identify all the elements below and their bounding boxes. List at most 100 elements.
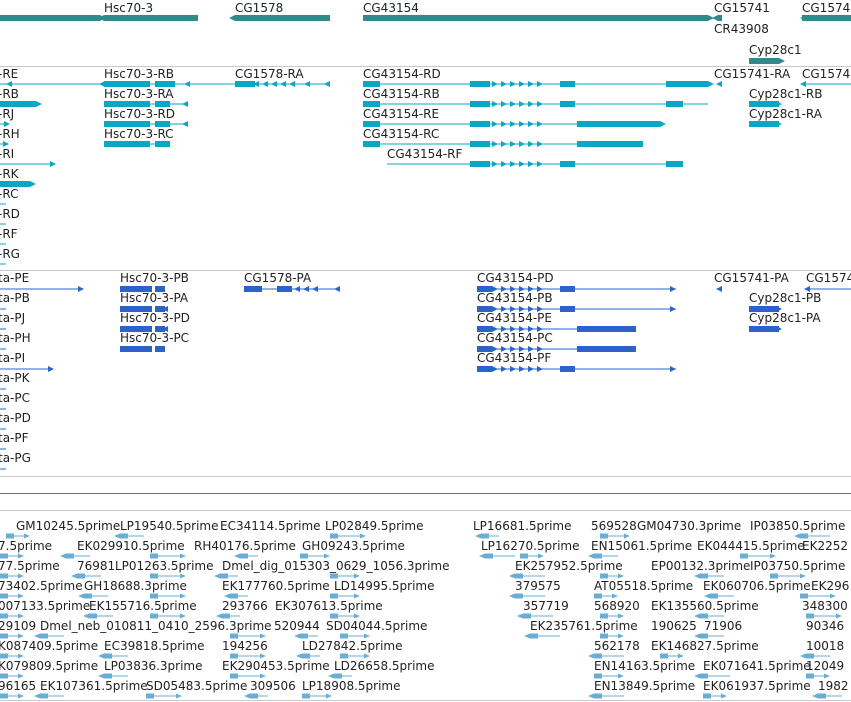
cds-label[interactable]: ta-PJ [0, 311, 26, 325]
est-label[interactable]: EK177760.5prime [222, 579, 330, 593]
feature-arrow-right[interactable] [670, 286, 676, 292]
feature-arrow-right[interactable] [758, 326, 764, 332]
est-label[interactable]: LP16681.5prime [473, 519, 572, 533]
feature-arrow-right[interactable] [492, 306, 498, 312]
feature-arrow-right[interactable] [492, 366, 498, 372]
feature-arrow-left[interactable] [60, 553, 66, 559]
transcript-label[interactable]: Cyp28c1-RB [749, 87, 823, 101]
feature-arrow-right[interactable] [501, 326, 507, 332]
feature-arrow-right[interactable] [678, 653, 684, 659]
feature-arrow-right[interactable] [3, 141, 9, 147]
feature-exon-block[interactable] [155, 306, 165, 312]
feature-arrow-right[interactable] [758, 101, 764, 107]
gene-label[interactable]: CR43908 [714, 22, 769, 36]
feature-arrow-right[interactable] [519, 81, 525, 87]
transcript-label[interactable]: -RF [0, 227, 18, 241]
cds-label[interactable]: ta-PC [0, 391, 31, 405]
feature-arrow-right[interactable] [30, 181, 36, 187]
feature-exon-block[interactable] [0, 653, 8, 659]
cds-label[interactable]: ta-PI [0, 351, 26, 365]
feature-exon-block[interactable] [0, 553, 8, 559]
feature-exon-block[interactable] [220, 573, 228, 579]
feature-arrow-right[interactable] [776, 306, 782, 312]
feature-exon-block[interactable] [485, 553, 493, 559]
feature-arrow-right[interactable] [767, 326, 773, 332]
feature-arrow-left[interactable] [114, 533, 120, 539]
feature-arrow-right[interactable] [18, 593, 24, 599]
feature-exon-block[interactable] [363, 15, 708, 21]
feature-exon-block[interactable] [120, 326, 152, 332]
feature-arrow-right[interactable] [501, 366, 507, 372]
feature-exon-block[interactable] [703, 693, 711, 699]
feature-exon-block[interactable] [277, 286, 292, 292]
feature-arrow-right[interactable] [364, 633, 370, 639]
feature-arrow-right[interactable] [180, 573, 186, 579]
feature-arrow-left[interactable] [144, 81, 150, 87]
feature-arrow-left[interactable] [34, 693, 40, 699]
est-label[interactable]: AT05518.5prime [594, 579, 694, 593]
est-label[interactable]: EK060706.5prime [703, 579, 811, 593]
feature-exon-block[interactable] [146, 693, 154, 699]
feature-exon-block[interactable] [302, 653, 310, 659]
feature-exon-block[interactable] [302, 693, 310, 699]
cds-label[interactable]: Hsc70-3-PA [120, 291, 189, 305]
feature-arrow-right[interactable] [670, 366, 676, 372]
est-label[interactable]: 90346 [806, 619, 845, 633]
feature-arrow-right[interactable] [501, 286, 507, 292]
feature-arrow-left[interactable] [135, 81, 141, 87]
cds-label[interactable]: CG15741-PA [714, 271, 789, 285]
cds-label[interactable]: ta-PF [0, 431, 29, 445]
feature-arrow-left[interactable] [694, 613, 700, 619]
feature-arrow-left[interactable] [800, 81, 806, 87]
feature-exon-block[interactable] [0, 593, 8, 599]
est-label[interactable]: GH09243.5prime [302, 539, 405, 553]
feature-arrow-right[interactable] [364, 653, 370, 659]
feature-arrow-left[interactable] [694, 633, 700, 639]
gene-label[interactable]: CG1578 [235, 1, 284, 15]
feature-arrow-left[interactable] [303, 286, 309, 292]
est-label[interactable]: EK044415.5prime [697, 539, 805, 553]
feature-exon-block[interactable] [155, 326, 165, 332]
feature-arrow-right[interactable] [18, 653, 24, 659]
feature-arrow-left[interactable] [289, 81, 295, 87]
feature-arrow-right[interactable] [537, 161, 543, 167]
cds-label[interactable]: CG43154-PD [477, 271, 554, 285]
feature-arrow-right[interactable] [519, 141, 525, 147]
feature-arrow-right[interactable] [519, 101, 525, 107]
est-label[interactable]: LD27842.5prime [302, 639, 403, 653]
feature-arrow-right[interactable] [537, 286, 543, 292]
feature-arrow-right[interactable] [519, 121, 525, 127]
feature-exon-block[interactable] [577, 121, 660, 127]
feature-exon-block[interactable] [740, 553, 748, 559]
feature-exon-block[interactable] [40, 693, 48, 699]
est-label[interactable]: EP00132.3prime [651, 559, 751, 573]
est-label[interactable]: 12049 [806, 659, 845, 673]
cds-label[interactable]: CG43154-PB [477, 291, 553, 305]
feature-exon-block[interactable] [594, 673, 602, 679]
transcript-label[interactable]: -RD [0, 207, 20, 221]
feature-arrow-left[interactable] [334, 286, 340, 292]
feature-exon-block[interactable] [155, 286, 165, 292]
feature-arrow-right[interactable] [630, 326, 636, 332]
feature-exon-block[interactable] [250, 693, 258, 699]
feature-arrow-right[interactable] [510, 141, 516, 147]
feature-arrow-left[interactable] [588, 553, 594, 559]
feature-arrow-right[interactable] [510, 101, 516, 107]
gene-label[interactable]: CG1574 [802, 1, 851, 15]
feature-arrow-left[interactable] [224, 593, 230, 599]
feature-arrow-left[interactable] [812, 693, 818, 699]
feature-exon-block[interactable] [560, 286, 575, 292]
feature-exon-block[interactable] [0, 673, 8, 679]
feature-arrow-right[interactable] [758, 121, 764, 127]
feature-arrow-right[interactable] [624, 533, 630, 539]
feature-arrow-right[interactable] [767, 121, 773, 127]
feature-arrow-right[interactable] [537, 366, 543, 372]
feature-exon-block[interactable] [594, 653, 602, 659]
feature-arrow-right[interactable] [537, 306, 543, 312]
feature-arrow-right[interactable] [612, 593, 618, 599]
feature-exon-block[interactable] [0, 573, 8, 579]
est-label[interactable]: 96165 [0, 679, 37, 693]
gene-label[interactable]: CG15741 [714, 1, 770, 15]
est-label[interactable]: GM04730.3prime [637, 519, 742, 533]
feature-arrow-right[interactable] [492, 101, 498, 107]
